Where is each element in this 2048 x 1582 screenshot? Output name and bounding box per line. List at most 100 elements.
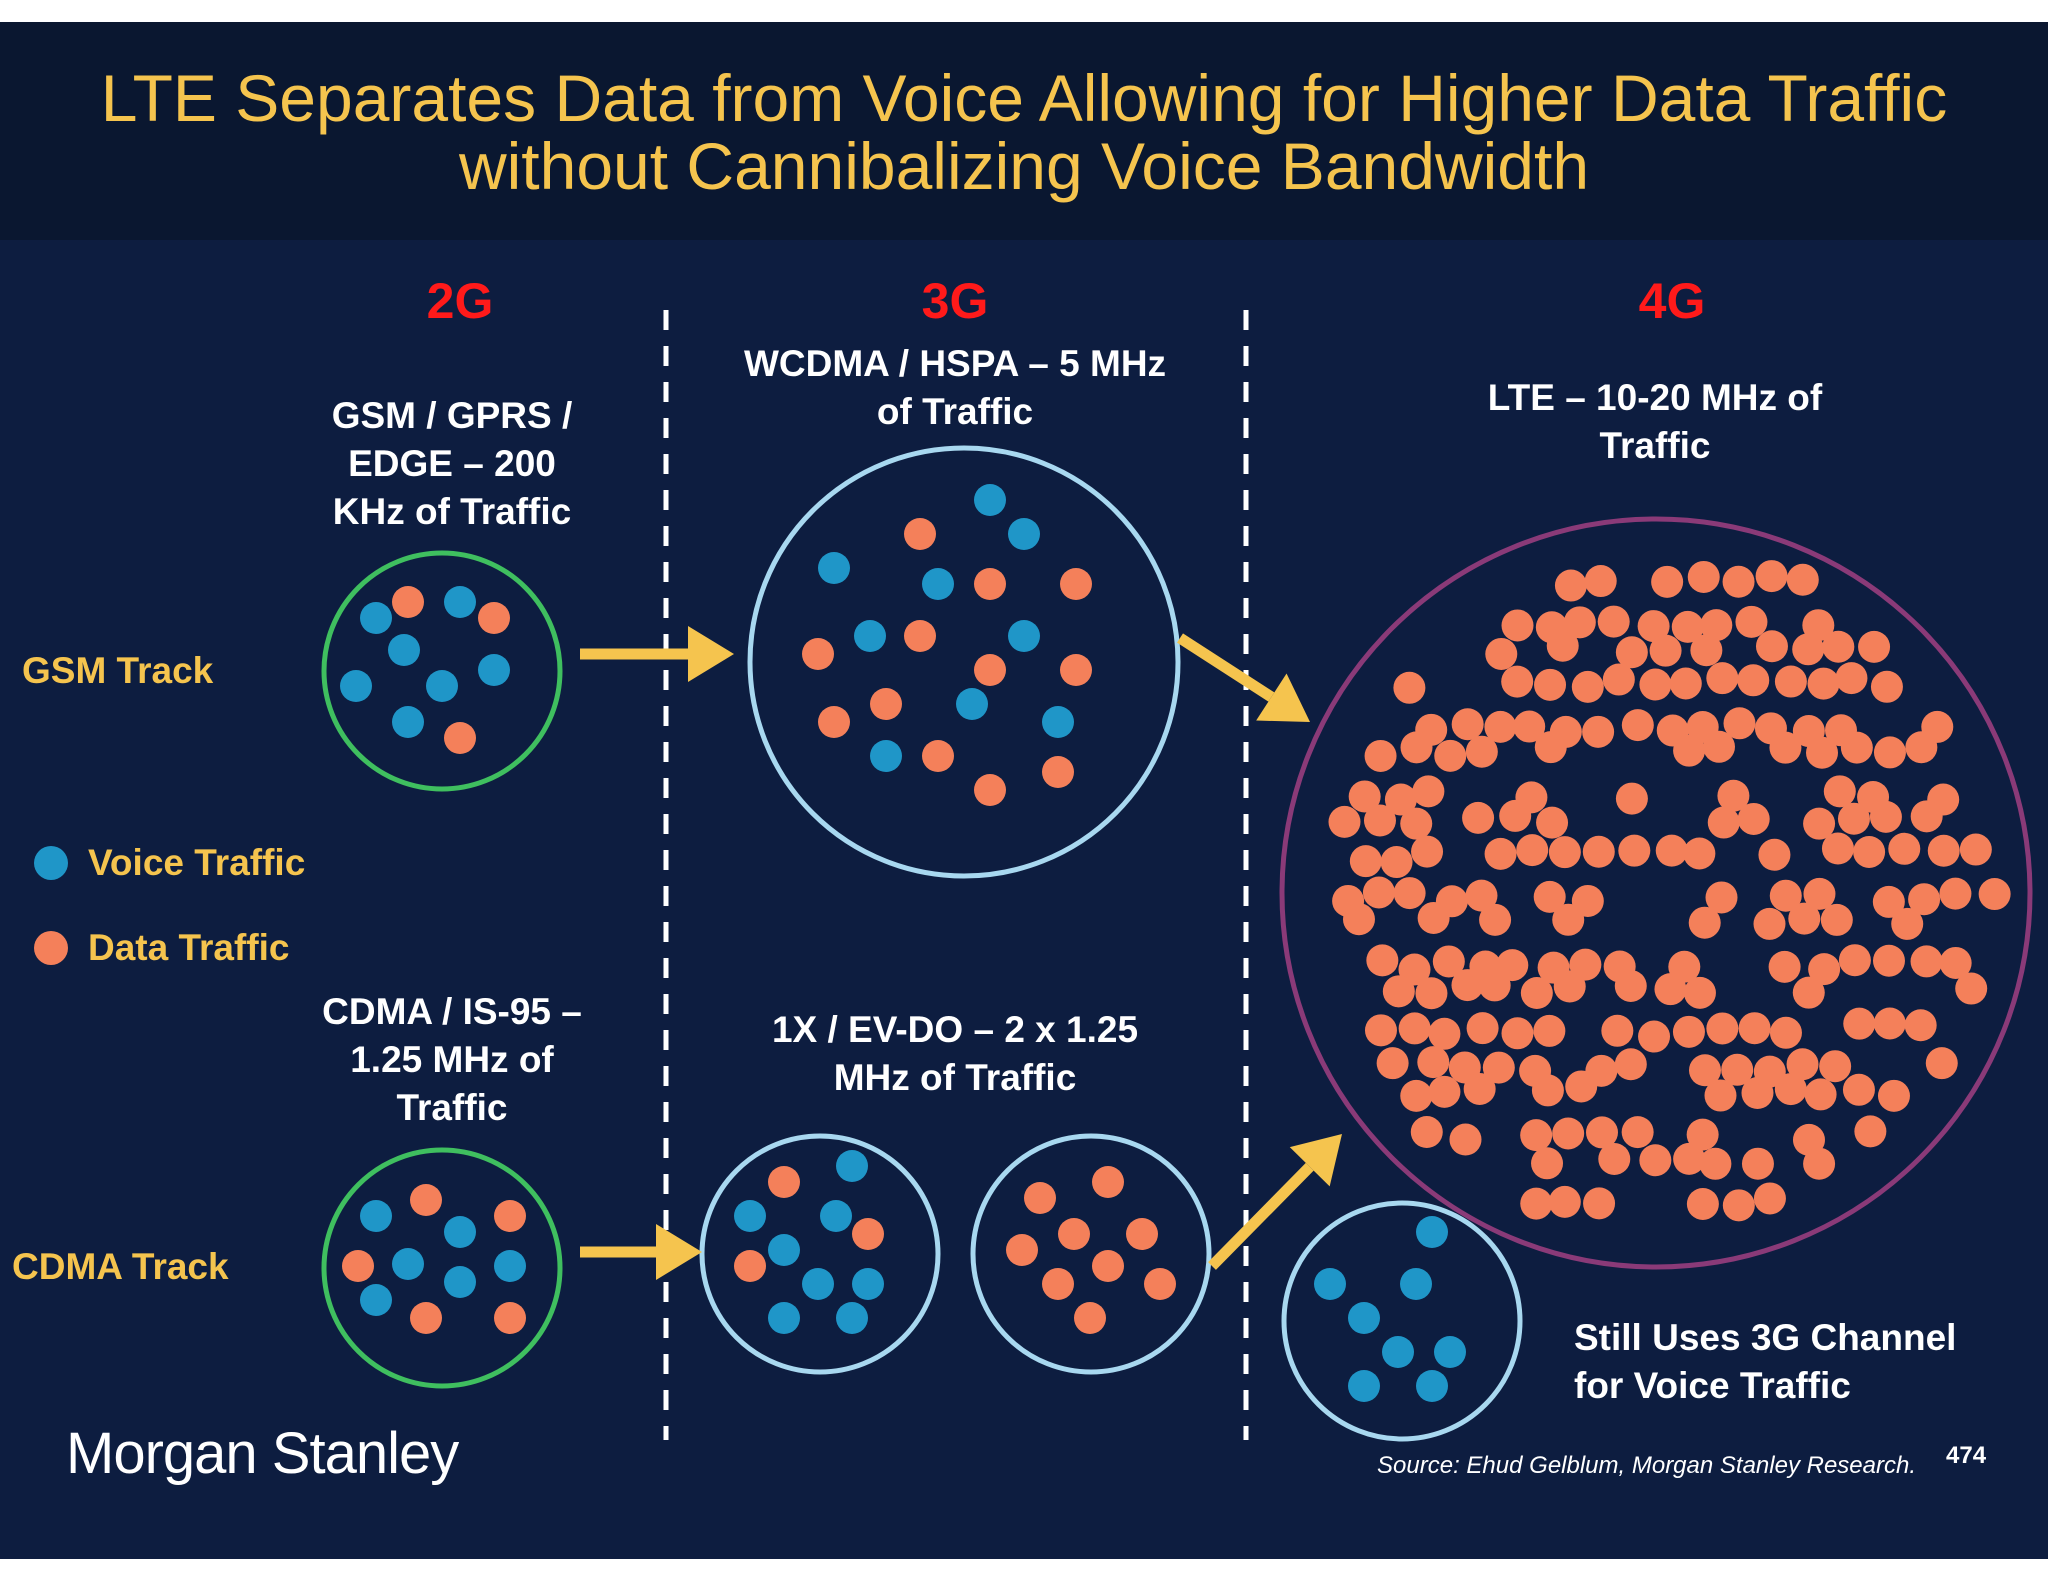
data-dot <box>904 518 936 550</box>
data-dot <box>1939 946 1972 979</box>
data-dot <box>1669 667 1702 700</box>
data-dot <box>1451 969 1484 1002</box>
voice-dot <box>1400 1268 1432 1300</box>
arrow-gsm-to-wcdma-head <box>688 626 734 682</box>
data-dot <box>1637 610 1670 643</box>
label-cdma-2g-line: Traffic <box>396 1087 508 1128</box>
data-dot <box>1792 633 1825 666</box>
data-dot <box>1058 1218 1090 1250</box>
data-dot <box>410 1302 442 1334</box>
data-dot <box>1520 1187 1553 1220</box>
legend-data-label: Data Traffic <box>88 927 290 968</box>
data-dot <box>1838 944 1871 977</box>
data-dot <box>1583 1187 1616 1220</box>
data-dot <box>1699 1147 1732 1180</box>
label-wcdma-3g: WCDMA / HSPA – 5 MHz of Traffic <box>744 340 1166 436</box>
data-dot <box>1823 775 1856 808</box>
voice-dot <box>1416 1370 1448 1402</box>
evdo-data-circle <box>970 1133 1212 1375</box>
voice-dot <box>444 586 476 618</box>
data-dot <box>1597 605 1630 638</box>
data-dot <box>1479 903 1512 936</box>
data-dot <box>1873 1007 1906 1040</box>
data-dot <box>494 1200 526 1232</box>
data-dot <box>1499 799 1532 832</box>
data-dot <box>1755 560 1788 593</box>
data-dot <box>974 568 1006 600</box>
data-dot <box>1328 805 1361 838</box>
data-dot <box>1434 739 1467 772</box>
label-wcdma-3g-line: of Traffic <box>876 391 1034 432</box>
data-dot <box>1516 834 1549 867</box>
voice-dot <box>340 670 372 702</box>
voice-dot <box>360 1200 392 1232</box>
data-dot <box>1671 610 1704 643</box>
voice-dot <box>802 1268 834 1300</box>
data-dot <box>1803 1147 1836 1180</box>
data-dot <box>392 586 424 618</box>
data-dot <box>768 1166 800 1198</box>
data-dot <box>1673 1142 1706 1175</box>
label-lte-4g: LTE – 10-20 MHz of Traffic <box>1488 374 1822 470</box>
data-dot <box>1687 560 1720 593</box>
legend-voice-label: Voice Traffic <box>88 842 306 883</box>
data-dot <box>1821 832 1854 865</box>
data-dot <box>1380 846 1413 879</box>
lte-4g-circle <box>1279 516 2033 1270</box>
label-voice-4g: Still Uses 3G Channel for Voice Traffic <box>1574 1314 1956 1410</box>
voice-dot <box>360 602 392 634</box>
data-dot <box>1888 832 1921 865</box>
data-dot <box>1753 1182 1786 1215</box>
data-dot <box>1042 756 1074 788</box>
label-lte-4g-line: LTE – 10-20 MHz of <box>1487 377 1823 418</box>
data-dot <box>1686 1118 1719 1151</box>
data-dot <box>494 1302 526 1334</box>
data-dot <box>1363 804 1396 837</box>
arrow-evdo-to-lte-shaft <box>1208 1162 1314 1270</box>
data-dot <box>1533 880 1566 913</box>
data-dot <box>1655 834 1688 867</box>
gsm-track-label: GSM Track <box>22 650 214 691</box>
data-dot <box>1449 1123 1482 1156</box>
data-dot <box>1706 1012 1739 1045</box>
data-dot <box>1927 834 1960 867</box>
data-dot <box>1722 565 1755 598</box>
legend-voice: Voice Traffic <box>34 842 305 884</box>
data-dot <box>1853 835 1886 868</box>
voice-dot <box>1008 518 1040 550</box>
data-dot <box>1803 877 1836 910</box>
data-dot <box>1584 565 1617 598</box>
data-dot <box>1872 885 1905 918</box>
data-dot <box>1769 731 1802 764</box>
label-evdo-3g: 1X / EV-DO – 2 x 1.25 MHz of Traffic <box>772 1006 1138 1102</box>
data-dot <box>1060 654 1092 686</box>
data-dot <box>1891 907 1924 940</box>
data-dot <box>1741 1077 1774 1110</box>
data-dot <box>1806 736 1839 769</box>
data-dot <box>1835 662 1868 695</box>
voice-dot <box>852 1268 884 1300</box>
data-dot <box>1786 563 1819 596</box>
data-dot <box>922 740 954 772</box>
data-dot <box>1342 903 1375 936</box>
data-dot <box>1672 1015 1705 1048</box>
data-dot <box>1804 1078 1837 1111</box>
data-dot <box>1585 1116 1618 1149</box>
data-dot <box>1822 630 1855 663</box>
data-dot <box>1872 944 1905 977</box>
data-dot <box>1651 565 1684 598</box>
data-dot <box>1348 780 1381 813</box>
data-dot <box>1858 630 1891 663</box>
data-dot <box>1501 665 1534 698</box>
voice-dot-icon <box>34 846 68 880</box>
label-evdo-3g-line: MHz of Traffic <box>833 1057 1077 1098</box>
data-dot <box>1737 664 1770 697</box>
voice-3g-channel-circle <box>1281 1200 1523 1442</box>
data-dot <box>1533 1014 1566 1047</box>
voice-dot <box>1348 1370 1380 1402</box>
label-wcdma-3g-line: WCDMA / HSPA – 5 MHz <box>743 343 1167 384</box>
voice-dot <box>388 634 420 666</box>
data-dot <box>1978 878 2011 911</box>
data-dot <box>1513 710 1546 743</box>
data-dot <box>1485 637 1518 670</box>
